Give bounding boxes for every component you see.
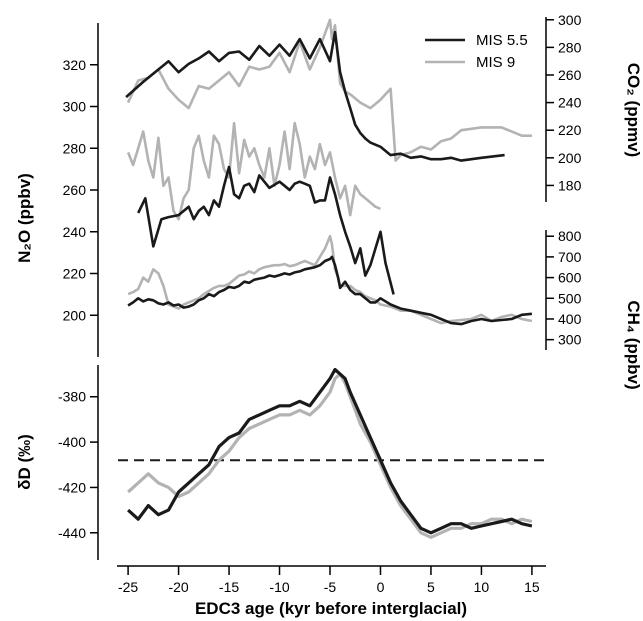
co2-axis-title: CO₂ (ppmv) [624, 63, 643, 157]
ch4-tick-label: 800 [558, 228, 582, 244]
co2-tick-label: 220 [558, 122, 582, 138]
n2o-tick-label: 280 [63, 140, 87, 156]
legend-label-mis55: MIS 5.5 [476, 32, 528, 49]
co2-series-mis9 [126, 18, 532, 162]
n2o-tick-label: 220 [63, 266, 87, 282]
co2-tick-label: 300 [558, 12, 582, 28]
x-tick-label: 5 [427, 579, 435, 595]
ch4-tick-label: 700 [558, 249, 582, 265]
ch4-series-mis55 [127, 255, 533, 326]
x-tick-label: -10 [269, 579, 289, 595]
ch4-tick-label: 500 [558, 290, 582, 306]
ch4-axis-title: CH₄ (ppbv) [624, 300, 643, 389]
legend: MIS 5.5 MIS 9 [425, 32, 528, 71]
ch4-tick-label: 400 [558, 311, 582, 327]
dD-series-mis9 [127, 372, 533, 539]
plot-area: 180 200 220 240 260 280 300 CO₂ (ppmv) 200 220 240… [15, 12, 643, 560]
co2-series-mis55 [125, 30, 505, 162]
dD-tick-label: -440 [58, 525, 86, 541]
co2-tick-label: 180 [558, 177, 582, 193]
dD-series-mis55 [127, 367, 533, 535]
n2o-axis-title: N₂O (ppbv) [15, 173, 34, 263]
x-tick-label: 0 [377, 579, 385, 595]
co2-tick-label: 280 [558, 39, 582, 55]
x-axis: -25 -20 -15 -10 -5 0 5 10 15 [117, 565, 546, 595]
n2o-tick-label: 300 [63, 99, 87, 115]
x-tick-label: 15 [524, 579, 540, 595]
co2-tick-label: 260 [558, 67, 582, 83]
n2o-tick-label: 240 [63, 224, 87, 240]
dD-axis-title: δD (‰) [15, 434, 34, 490]
x-tick-label: -5 [324, 579, 337, 595]
x-tick-label: 10 [474, 579, 490, 595]
x-tick-label: -25 [118, 579, 138, 595]
x-tick-label: -15 [219, 579, 239, 595]
ch4-series-mis9 [127, 234, 533, 325]
n2o-series-mis9 [126, 121, 381, 221]
n2o-tick-label: 200 [63, 307, 87, 323]
legend-label-mis9: MIS 9 [476, 54, 515, 71]
n2o-series-mis55 [137, 165, 395, 295]
x-tick-label: -20 [168, 579, 188, 595]
co2-tick-label: 240 [558, 95, 582, 111]
n2o-tick-label: 320 [63, 57, 87, 73]
dD-tick-label: -400 [58, 434, 86, 450]
dD-tick-label: -380 [58, 389, 86, 405]
ch4-tick-label: 600 [558, 270, 582, 286]
n2o-tick-label: 260 [63, 182, 87, 198]
x-axis-title: EDC3 age (kyr before interglacial) [195, 599, 467, 618]
dD-tick-label: -420 [58, 479, 86, 495]
ch4-tick-label: 300 [558, 332, 582, 348]
co2-tick-label: 200 [558, 150, 582, 166]
